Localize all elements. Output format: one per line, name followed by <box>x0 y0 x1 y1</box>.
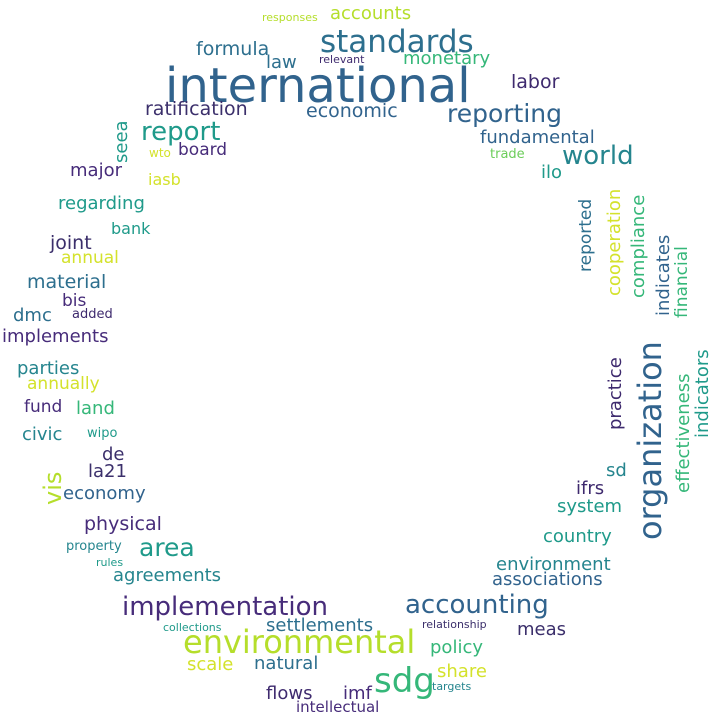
word-relationship: relationship <box>422 618 487 631</box>
word-system: system <box>557 496 623 517</box>
word-indicators: indicators <box>692 349 713 438</box>
word-reporting: reporting <box>447 99 563 128</box>
word-property: property <box>66 539 122 554</box>
word-world: world <box>562 141 634 171</box>
word-implementation: implementation <box>122 592 329 622</box>
word-labor: labor <box>511 71 560 93</box>
word-associations: associations <box>492 569 603 590</box>
word-fund: fund <box>24 397 63 417</box>
word-financial: financial <box>672 246 692 318</box>
word-imf: imf <box>343 683 372 704</box>
word-wto: wto <box>149 146 171 160</box>
word-environment: environment <box>496 554 611 575</box>
word-sd: sd <box>606 460 627 481</box>
word-wipo: wipo <box>87 426 118 441</box>
word-bank: bank <box>111 219 151 238</box>
word-international: international <box>165 58 471 114</box>
word-rules: rules <box>96 556 124 569</box>
word-economic: economic <box>306 100 398 122</box>
word-iasb: iasb <box>148 170 181 189</box>
word-scale: scale <box>187 654 234 675</box>
word-added: added <box>72 307 113 322</box>
word-standards: standards <box>320 24 474 60</box>
word-economy: economy <box>63 483 146 504</box>
word-ratification: ratification <box>145 98 248 120</box>
word-regarding: regarding <box>58 193 145 214</box>
word-annual: annual <box>61 248 119 268</box>
word-sdg: sdg <box>374 661 435 701</box>
word-material: material <box>27 271 107 293</box>
word-share: share <box>437 661 487 682</box>
word-relevant: relevant <box>319 53 365 66</box>
word-report: report <box>141 117 221 147</box>
word-indicates: indicates <box>653 234 674 316</box>
word-ilo: ilo <box>541 162 563 183</box>
word-ifrs: ifrs <box>576 478 605 499</box>
word-natural: natural <box>254 653 319 674</box>
word-la21: la21 <box>88 461 127 482</box>
word-formula: formula <box>196 38 270 60</box>
word-reported: reported <box>576 198 596 272</box>
word-accounts: accounts <box>330 3 412 24</box>
word-joint: joint <box>50 232 92 254</box>
word-land: land <box>76 398 115 419</box>
word-civic: civic <box>22 424 63 445</box>
word-organization: organization <box>631 341 669 540</box>
word-law: law <box>266 52 297 73</box>
word-annually: annually <box>27 374 100 394</box>
word-effectiveness: effectiveness <box>673 373 694 493</box>
word-parties: parties <box>17 358 80 379</box>
word-intellectual: intellectual <box>296 698 380 716</box>
word-compliance: compliance <box>628 194 649 298</box>
word-board: board <box>178 140 228 160</box>
word-meas: meas <box>517 619 567 640</box>
word-country: country <box>543 526 612 547</box>
word-bis: bis <box>62 291 87 311</box>
word-settlements: settlements <box>266 615 374 636</box>
word-responses: responses <box>262 11 318 24</box>
word-accounting: accounting <box>405 590 549 620</box>
word-cooperation: cooperation <box>604 188 625 296</box>
word-policy: policy <box>430 637 483 658</box>
word-trade: trade <box>490 147 525 162</box>
word-physical: physical <box>84 513 162 535</box>
word-targets: targets <box>432 680 472 693</box>
word-area: area <box>139 533 195 562</box>
word-monetary: monetary <box>403 48 491 69</box>
word-flows: flows <box>266 683 313 704</box>
word-seea: seea <box>111 120 132 163</box>
word-major: major <box>70 160 122 181</box>
word-collections: collections <box>163 621 222 634</box>
word-environmental: environmental <box>183 623 416 661</box>
word-dmc: dmc <box>13 305 52 326</box>
word-implements: implements <box>2 326 109 347</box>
word-de: de <box>102 444 125 465</box>
word-agreements: agreements <box>113 565 222 586</box>
word-fundamental: fundamental <box>480 127 595 148</box>
word-practice: practice <box>605 357 626 430</box>
word-vis: vis <box>39 471 67 505</box>
